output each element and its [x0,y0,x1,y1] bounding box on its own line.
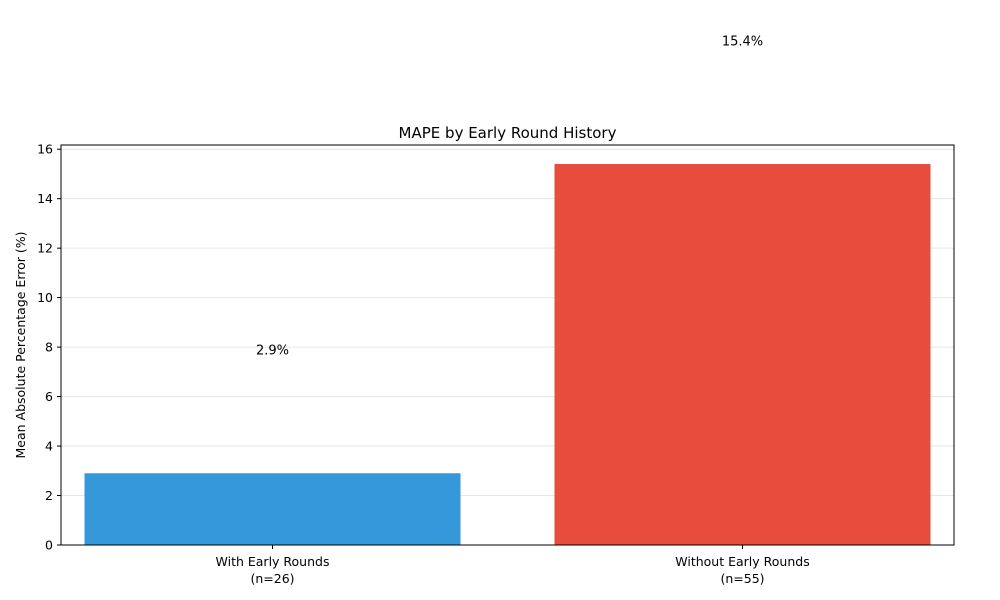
grid-lines [61,148,954,497]
y-tick-label: 10 [37,290,53,305]
y-tick-label: 0 [45,538,53,553]
x-axis-ticks: With Early Rounds (n=26) Without Early Rou… [216,545,810,586]
plot-frame [60,144,955,546]
y-tick-label: 16 [37,142,53,157]
x-tick-label-count: (n=26) [250,571,294,586]
bars [84,164,931,546]
y-tick-label: 14 [37,191,53,206]
data-labels: 2.9% 15.4% [256,34,763,358]
x-tick-label-count: (n=55) [720,571,764,586]
x-tick-label: Without Early Rounds [675,554,809,569]
y-tick-label: 6 [45,389,53,404]
bar [554,164,931,546]
x-tick-label: With Early Rounds [216,554,330,569]
data-label: 2.9% [256,344,289,359]
y-axis-label: Mean Absolute Percentage Error (%) [13,231,28,458]
chart-title: MAPE by Early Round History [399,124,617,142]
y-tick-label: 4 [45,439,53,454]
y-tick-label: 12 [37,241,53,256]
bar [84,473,461,545]
y-tick-label: 2 [45,488,53,503]
y-axis-ticks: 0 2 4 6 8 10 12 14 16 [37,142,61,553]
y-tick-label: 8 [45,340,53,355]
data-label: 15.4% [722,34,763,49]
